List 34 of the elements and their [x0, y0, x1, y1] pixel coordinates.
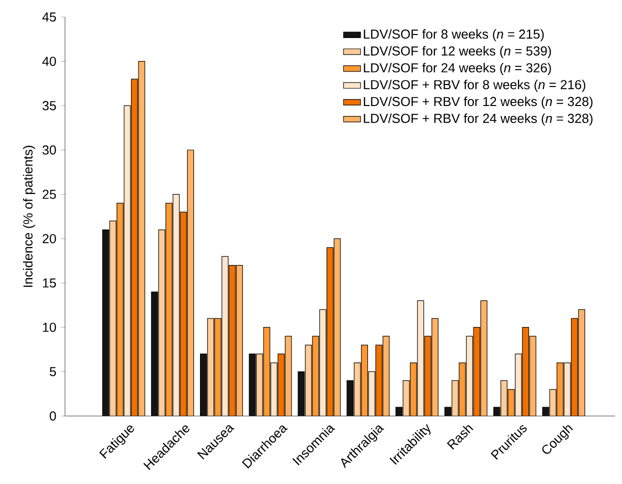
y-tick-label: 15	[42, 278, 56, 288]
bar	[305, 345, 312, 416]
bar	[571, 318, 578, 416]
bar	[200, 354, 207, 416]
y-tick-label: 40	[42, 56, 56, 66]
y-tick-label: 20	[42, 234, 56, 244]
bar	[270, 362, 278, 416]
bar	[116, 203, 124, 416]
bar	[236, 265, 243, 416]
bar	[500, 380, 508, 416]
bar	[166, 203, 172, 416]
y-tick-label: 0	[50, 411, 56, 421]
y-tick-label: 25	[42, 190, 56, 199]
bar	[361, 345, 368, 416]
y-tick-label: 5	[50, 367, 56, 376]
legend-label: LDV/SOF + RBV for 8 weeks (n = 216)	[364, 80, 586, 92]
bar	[256, 354, 263, 416]
bar	[432, 318, 438, 416]
legend-label: LDV/SOF for 12 weeks (n = 539)	[364, 46, 551, 58]
bar	[131, 79, 138, 416]
legend-label: LDV/SOF + RBV for 12 weeks (n = 328)	[364, 96, 592, 109]
y-tick-label: 35	[42, 101, 56, 110]
bar	[151, 292, 158, 416]
bar	[222, 256, 228, 416]
bar	[326, 248, 334, 416]
bar	[187, 150, 194, 416]
y-tick-label: 45	[42, 12, 56, 22]
bar	[466, 336, 473, 416]
legend-label: LDV/SOF for 24 weeks (n = 326)	[364, 62, 551, 75]
legend-label: LDV/SOF for 8 weeks (n = 215)	[364, 29, 544, 42]
y-axis-title: Incidence (% of patients)	[23, 146, 36, 287]
legend-label: LDV/SOF + RBV for 24 weeks (n = 328)	[364, 113, 592, 126]
y-tick-label: 30	[42, 145, 56, 155]
y-tick-label: 10	[42, 322, 56, 332]
